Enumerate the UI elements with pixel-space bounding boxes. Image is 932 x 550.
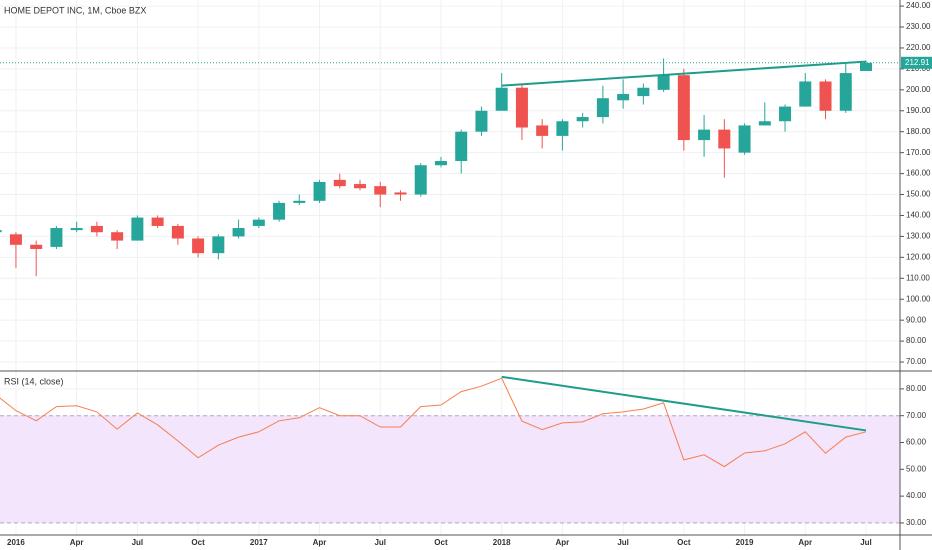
rsi-line [0,377,867,468]
candle-body [252,219,265,226]
last-price-label: 212.91 [905,58,930,67]
y-tick-label: 130.00 [906,232,931,241]
candle-body [738,125,751,153]
y-tick-label: 190.00 [906,106,931,115]
candle-body [779,106,792,122]
candle-body [151,217,164,226]
candle-body [232,228,245,237]
y-tick-label: 220.00 [906,43,931,52]
y-tick-label: 150.00 [906,190,931,199]
candle-body [354,184,367,189]
candle-body [333,179,346,187]
candle-body [273,202,286,220]
x-tick-label: Apr [313,538,327,547]
candle-body [111,232,124,241]
candle-body [576,117,589,122]
trend-line [501,60,867,87]
y-tick-label: 80.00 [906,336,927,345]
price-pane [0,58,900,277]
y-tick-label: 160.00 [906,169,931,178]
candle-body [374,186,387,195]
y-tick-label: 120.00 [906,252,931,261]
last-price-box [901,56,932,69]
y-tick-label: 140.00 [906,211,931,220]
candle-body [515,87,528,128]
candle-body [596,98,609,118]
x-tick-label: 2019 [736,538,754,547]
x-tick-label: 2016 [7,538,25,547]
candle-body [30,244,43,249]
candle-body [475,110,488,132]
candle-body [293,200,306,203]
y-tick-label: 200.00 [906,85,931,94]
x-tick-label: Apr [70,538,84,547]
x-tick-label: 2018 [493,538,511,547]
candle-body [758,121,771,126]
candle-body [839,73,852,111]
y-tick-label: 100.00 [906,294,931,303]
candle-body [495,87,508,111]
candle-body [637,87,650,97]
candle-body [414,165,427,195]
candle-body [819,81,832,111]
y-tick-label: 50.00 [906,464,927,473]
x-tick-label: Oct [677,538,691,547]
y-tick-label: 30.00 [906,518,927,527]
y-tick-label: 70.00 [906,357,927,366]
chart-title: HOME DEPOT INC, 1M, Cboe BZX [4,5,146,15]
y-tick-label: 60.00 [906,438,927,447]
y-tick-label: 170.00 [906,148,931,157]
candle-body [50,228,63,247]
candle-body [394,192,407,195]
candle-body [434,161,447,166]
candle-body [171,225,184,239]
rsi-pane [0,375,900,524]
candle-body [536,125,549,136]
x-tick-label: 2017 [250,538,268,547]
x-tick-label: Oct [434,538,448,547]
x-tick-label: Apr [798,538,812,547]
candle-body [799,81,812,107]
candle-body [192,238,205,254]
candle-body [617,94,630,101]
candle-body [0,230,2,233]
candle-body [70,228,83,231]
candle-body [698,129,711,141]
candle-body [9,234,22,245]
candle-body [677,75,690,141]
candle-body [313,181,326,201]
candle-body [718,129,731,149]
candle-body [455,131,468,162]
y-tick-label: 80.00 [906,384,927,393]
x-tick-label: Oct [191,538,205,547]
y-tick-label: 240.00 [906,1,931,10]
rsi-band [0,415,900,523]
x-tick-label: Apr [556,538,570,547]
y-tick-label: 230.00 [906,22,931,31]
y-tick-label: 110.00 [906,273,930,282]
candle-body [90,225,103,233]
candle-body [657,75,670,90]
y-tick-label: 70.00 [906,411,927,420]
candle-body [556,121,569,136]
trend-line [501,375,867,432]
candle-body [860,62,872,71]
x-tick-label: Jul [374,538,386,547]
candle-body [212,236,225,254]
x-tick-label: Jul [617,538,629,547]
candle-body [131,217,144,241]
x-tick-label: Jul [860,538,872,547]
y-tick-label: 40.00 [906,491,927,500]
rsi-title: RSI (14, close) [4,376,64,386]
x-tick-label: Jul [132,538,144,547]
y-tick-label: 90.00 [906,315,927,324]
y-tick-label: 180.00 [906,127,931,136]
